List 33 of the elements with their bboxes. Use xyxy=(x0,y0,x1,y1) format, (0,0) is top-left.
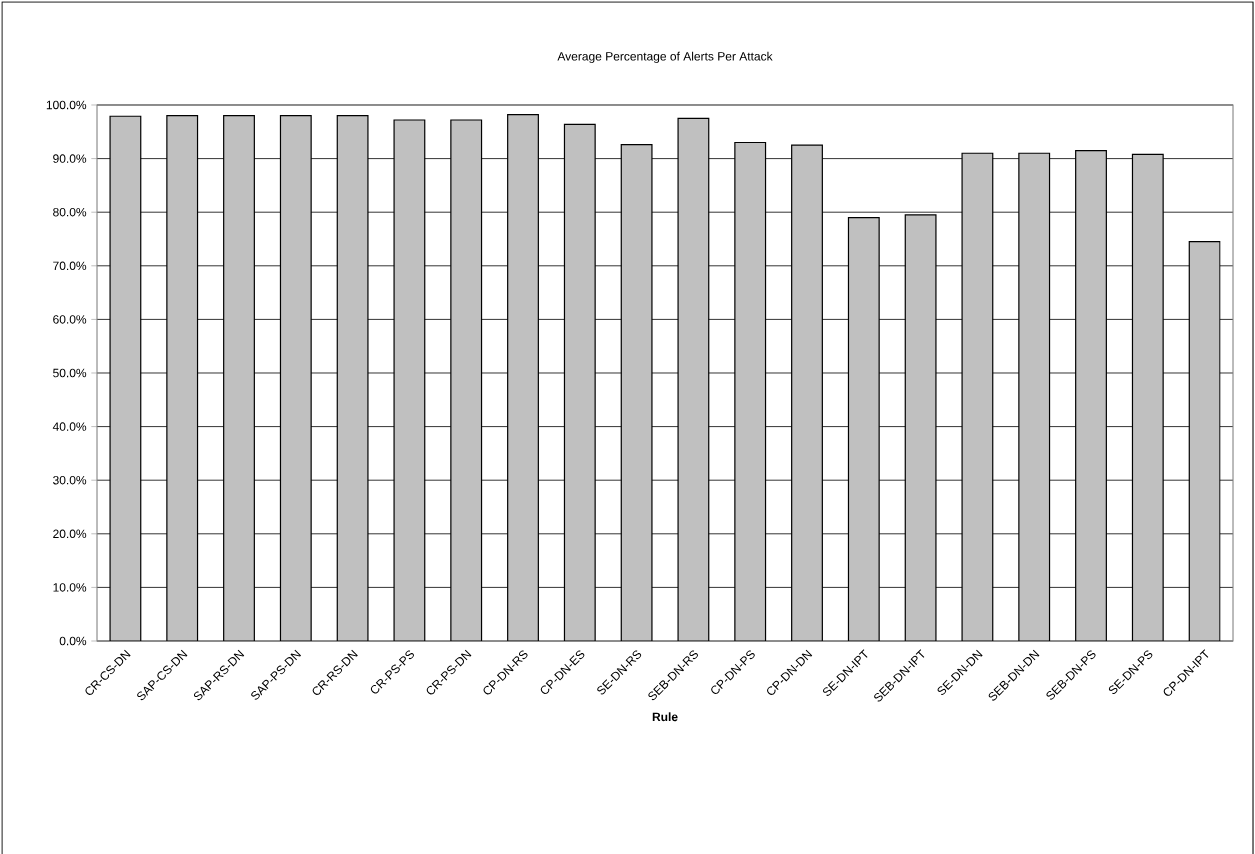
bar xyxy=(791,144,823,641)
y-tick-label: 80.0% xyxy=(53,207,87,217)
bar xyxy=(563,123,596,641)
bar xyxy=(1018,152,1051,641)
bar xyxy=(847,216,880,641)
y-tick-label: 30.0% xyxy=(53,475,87,485)
bar xyxy=(279,115,312,641)
bar xyxy=(734,141,767,641)
y-tick-label: 70.0% xyxy=(53,261,87,271)
bar xyxy=(961,152,994,641)
bar xyxy=(109,115,142,641)
y-tick-label: 60.0% xyxy=(53,315,87,324)
bar xyxy=(1075,149,1107,641)
bar xyxy=(1188,241,1221,641)
bar xyxy=(450,119,483,641)
y-tick-label: 20.0% xyxy=(53,529,87,539)
y-tick-label: 50.0% xyxy=(53,368,87,378)
bar xyxy=(336,115,369,641)
y-tick-label: 40.0% xyxy=(52,422,87,431)
x-axis-title: Rule xyxy=(652,712,678,722)
bar xyxy=(166,115,199,641)
y-tick-label: 100.0% xyxy=(46,100,87,110)
y-tick-label: 0.0% xyxy=(59,636,87,646)
bar xyxy=(223,115,255,641)
bar xyxy=(1131,153,1164,641)
chart-title: Average Percentage of Alerts Per Attack xyxy=(557,51,773,63)
y-tick-label: 10.0% xyxy=(53,583,87,592)
bar xyxy=(507,114,539,641)
bar xyxy=(904,214,937,641)
bar xyxy=(620,144,653,641)
y-tick-label: 90.0% xyxy=(53,154,87,163)
bar xyxy=(677,117,710,641)
bar xyxy=(393,119,426,641)
